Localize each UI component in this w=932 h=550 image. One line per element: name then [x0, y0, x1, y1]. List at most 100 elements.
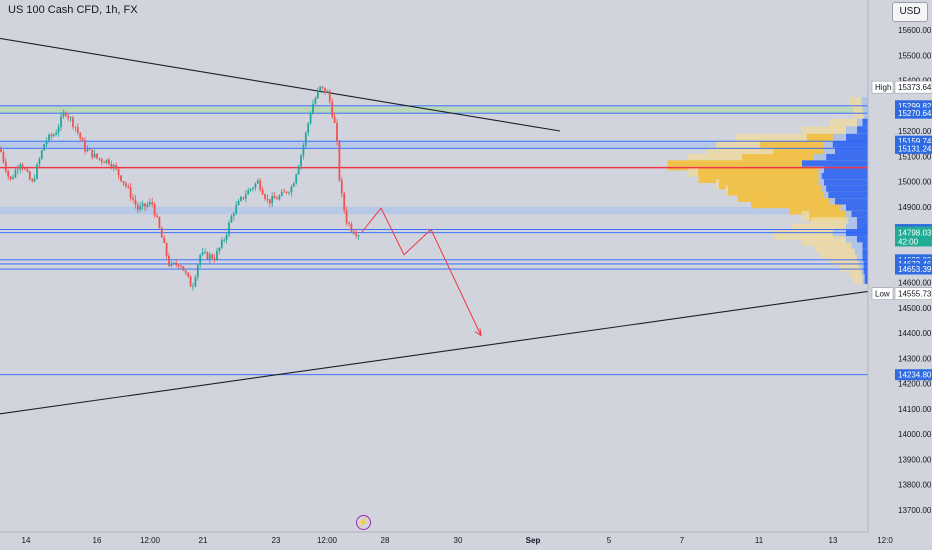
vp-bar-light-yellow-19 [792, 223, 868, 234]
y-tick-label-0: 15600.00 [898, 26, 932, 35]
candle-body [132, 197, 134, 200]
level-tag-label-1: 15270.64 [898, 109, 932, 118]
candle-body [144, 203, 146, 207]
vp-bar-blue-3 [862, 118, 868, 129]
candle-body [283, 191, 286, 193]
symbol-title: US 100 Cash CFD, 1h, FX [8, 4, 138, 16]
forecast-arrowhead [474, 328, 482, 337]
vp-bar-blue-19 [857, 223, 868, 234]
candle-body [172, 262, 175, 264]
current-price-label: 14798.03 [898, 228, 932, 237]
candle-body [60, 116, 62, 128]
candle-body [86, 149, 89, 152]
candle-body [62, 112, 65, 117]
candle-body [326, 91, 329, 93]
candle-body [38, 158, 41, 165]
candle-body [254, 183, 257, 188]
high-value: 15373.64 [898, 83, 932, 92]
candle-body [16, 169, 19, 171]
candle-body [302, 145, 305, 156]
candle-body [182, 266, 185, 271]
vp-bar-blue-18 [857, 217, 868, 228]
level-tag-label-3: 15131.24 [898, 144, 932, 153]
candle-body [141, 203, 144, 207]
candle-body [328, 91, 331, 102]
candle-body [273, 196, 276, 199]
candle-body [271, 196, 274, 204]
candle-body [204, 252, 206, 253]
candle-body [55, 132, 58, 135]
candle-body [100, 159, 103, 162]
zone-1 [0, 141, 868, 149]
y-tick-label-12: 14400.00 [898, 329, 932, 338]
vp-bar-blue-5 [846, 133, 868, 144]
currency-button[interactable]: USD [892, 2, 928, 22]
vp-bar-blue-23 [862, 248, 868, 259]
y-tick-label-11: 14500.00 [898, 304, 932, 313]
candle-body [117, 169, 120, 176]
candle-body [223, 239, 226, 241]
level-tag-2 [895, 135, 932, 147]
x-tick-label-13: 12:0 [877, 536, 893, 545]
vp-bar-light-yellow-1 [852, 104, 868, 115]
vp-bar-blue-10 [824, 166, 868, 177]
current-price-tag [895, 226, 932, 247]
candle-body [295, 174, 298, 184]
vp-bar-yellow-12 [719, 179, 824, 190]
low-value-box [894, 287, 932, 300]
high-value-box [894, 80, 932, 94]
candle-body [115, 165, 118, 170]
candle-body [72, 117, 74, 127]
low-label: Low [875, 290, 890, 299]
candle-body [43, 144, 46, 151]
vp-bar-light-yellow-20 [773, 229, 868, 240]
x-tick-label-11: 11 [755, 536, 764, 545]
zone-0 [0, 105, 868, 114]
candle-body [40, 150, 43, 159]
candle-body [355, 233, 358, 236]
vp-bar-blue-16 [846, 204, 868, 215]
candle-body [285, 191, 288, 194]
lightning-icon[interactable]: ⚡ [356, 515, 371, 530]
candle-body [105, 159, 108, 163]
candle-body [300, 155, 302, 167]
candle-body [12, 177, 14, 180]
candle-body [96, 153, 98, 159]
candle-body [345, 210, 348, 223]
candle-body [343, 193, 346, 211]
candle-body [235, 205, 238, 214]
vp-bar-light-yellow-22 [814, 242, 868, 253]
candle-body [357, 235, 360, 237]
candle-body [242, 197, 245, 199]
candle-body [206, 252, 209, 260]
candle-body [139, 206, 142, 210]
candle-body [148, 202, 151, 205]
x-tick-label-2: 12:00 [140, 536, 161, 545]
level-tag-0 [895, 100, 932, 112]
candle-body [69, 117, 72, 119]
vp-bar-yellow-5 [806, 133, 846, 144]
vp-bar-yellow-17 [809, 210, 852, 221]
candle-body [84, 140, 86, 152]
candle-body [350, 223, 353, 232]
candle-body [163, 237, 166, 243]
candle-body [165, 242, 168, 256]
vp-bar-yellow-9 [667, 160, 802, 171]
vp-bar-yellow-15 [751, 198, 835, 209]
candle-body [312, 103, 314, 114]
candle-body [98, 158, 101, 160]
candle-body [93, 153, 96, 158]
candle-body [31, 179, 34, 182]
vp-bar-yellow-11 [698, 172, 822, 183]
x-tick-label-4: 23 [272, 536, 281, 545]
vp-bar-light-blue-2 [863, 111, 868, 122]
candle-body [288, 192, 290, 194]
level-tag-9 [895, 263, 932, 275]
candle-body [79, 132, 82, 139]
candle-body [228, 222, 230, 235]
candle-body [0, 148, 2, 153]
candle-body [127, 186, 130, 188]
vp-bar-blue-20 [846, 229, 868, 240]
